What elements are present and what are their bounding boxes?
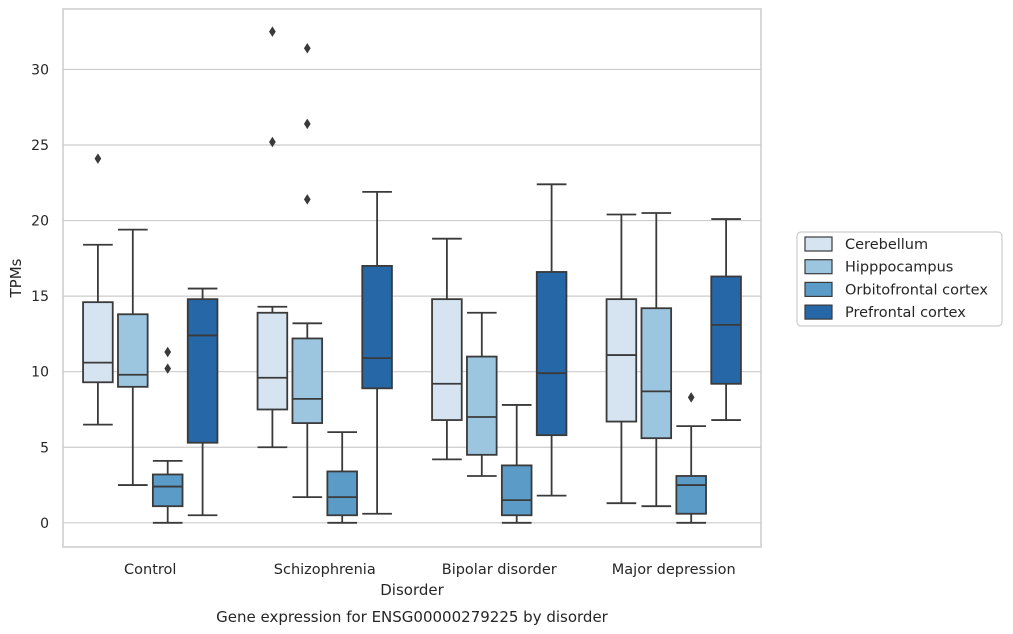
box-hipppocampus xyxy=(117,228,149,486)
y-axis-label: TPMs xyxy=(7,258,25,298)
iqr-box xyxy=(605,298,638,423)
y-tick-label: 15 xyxy=(31,289,49,305)
iqr-box xyxy=(186,298,219,444)
legend-frame xyxy=(796,231,1003,327)
iqr-box xyxy=(466,355,498,456)
box-cerebellum xyxy=(431,237,463,461)
legend-label: Prefrontal cortex xyxy=(845,305,966,321)
outlier-point xyxy=(303,194,311,205)
y-tick-label: 20 xyxy=(31,214,49,230)
iqr-box xyxy=(431,298,463,421)
legend-label: Hipppocampus xyxy=(845,260,953,276)
outlier-point xyxy=(164,346,172,358)
outlier-point xyxy=(303,118,311,130)
box-prefrontal-cortex xyxy=(535,183,568,497)
legend-swatch xyxy=(804,281,833,297)
y-tick-label: 5 xyxy=(40,440,49,456)
legend-swatch xyxy=(804,236,833,252)
box-plot-series xyxy=(82,26,742,524)
iqr-box xyxy=(291,337,324,424)
grid-lines xyxy=(63,68,761,524)
outlier-point xyxy=(164,363,172,374)
iqr-box xyxy=(640,307,673,440)
iqr-box xyxy=(256,311,289,411)
box-hipppocampus xyxy=(291,43,324,499)
y-tick-label: 10 xyxy=(31,365,49,381)
axes: 0 5 10 15 20 25 30 Control Schizophrenia Bipolar … xyxy=(31,62,736,578)
x-tick-label: Schizophrenia xyxy=(274,562,376,578)
iqr-box xyxy=(500,464,533,517)
y-tick-label: 25 xyxy=(31,138,49,154)
box-cerebellum xyxy=(605,213,638,505)
y-tick-label: 0 xyxy=(40,516,49,532)
box-orbitofrontal-cortex xyxy=(151,346,184,524)
outlier-point xyxy=(94,153,102,164)
legend-label: Cerebellum xyxy=(845,237,928,253)
x-axis-label: Disorder xyxy=(380,581,444,599)
legend: Cerebellum Hipppocampus Orbitofrontal cort… xyxy=(796,231,1003,327)
x-tick-label: Major depression xyxy=(612,562,736,578)
box-cerebellum xyxy=(82,153,114,426)
iqr-box xyxy=(117,313,149,388)
box-cerebellum xyxy=(256,26,289,449)
y-tick-label: 30 xyxy=(31,62,49,78)
iqr-box xyxy=(710,275,742,385)
iqr-box xyxy=(82,301,114,384)
x-tick-label: Bipolar disorder xyxy=(442,562,557,578)
box-prefrontal-cortex xyxy=(361,190,393,515)
outlier-point xyxy=(303,43,311,54)
box-hipppocampus xyxy=(466,311,498,477)
box-orbitofrontal-cortex xyxy=(326,431,358,524)
legend-swatch xyxy=(804,259,833,275)
box-hipppocampus xyxy=(640,212,673,508)
outlier-point xyxy=(269,136,276,148)
iqr-box xyxy=(326,470,358,517)
iqr-box xyxy=(361,265,393,390)
plot-frame xyxy=(62,8,762,548)
outlier-point xyxy=(269,26,276,37)
box-prefrontal-cortex xyxy=(710,218,742,421)
iqr-box xyxy=(151,473,184,508)
iqr-box xyxy=(535,271,568,437)
x-tick-label: Control xyxy=(124,562,176,578)
legend-swatch xyxy=(804,304,833,320)
chart-caption: Gene expression for ENSG00000279225 by d… xyxy=(216,608,609,626)
box-orbitofrontal-cortex xyxy=(675,392,707,524)
iqr-box xyxy=(675,475,707,515)
box-prefrontal-cortex xyxy=(186,287,219,517)
box-orbitofrontal-cortex xyxy=(500,404,533,524)
legend-label: Orbitofrontal cortex xyxy=(845,282,988,298)
outlier-point xyxy=(687,392,695,403)
